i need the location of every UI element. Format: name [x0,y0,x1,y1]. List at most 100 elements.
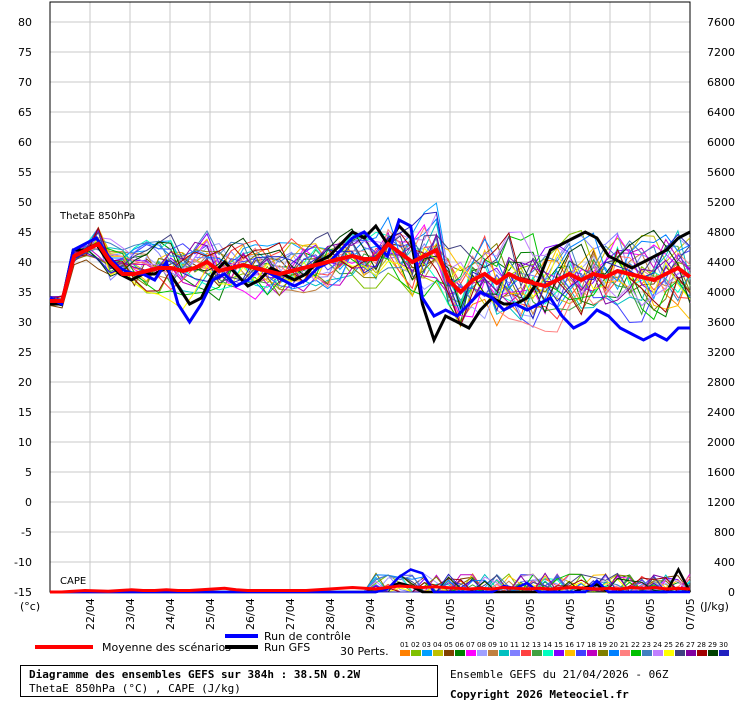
right-tick-label: 800 [714,526,735,539]
member-legend-swatch [554,650,564,656]
x-tick-label: 29/04 [364,598,377,630]
right-tick-label: 0 [728,586,735,599]
footer-subtitle: ThetaE 850hPa (°C) , CAPE (J/kg) [29,682,241,695]
x-tick-label: 05/05 [604,598,617,630]
right-tick-label: 400 [714,556,735,569]
right-tick-label: 4400 [707,256,735,269]
member-legend-number: 09 [488,641,497,649]
member-legend-swatch [532,650,542,656]
member-legend-number: 08 [477,641,486,649]
legend-control-label: Run de contrôle [264,630,351,643]
left-tick-label: 25 [18,346,32,359]
member-legend-swatch [400,650,410,656]
member-legend-number: 03 [422,641,431,649]
right-tick-label: 3600 [707,316,735,329]
member-legend-number: 07 [466,641,475,649]
left-tick-label: 10 [18,436,32,449]
left-tick-label: 75 [18,46,32,59]
member-legend-number: 02 [411,641,420,649]
member-line [49,232,691,321]
member-legend-swatch [477,650,487,656]
left-tick-label: -15 [14,586,32,599]
members-label: 30 Perts. [340,645,389,658]
member-legend-number: 27 [686,641,695,649]
thetae-panel-label: ThetaE 850hPa [59,211,135,222]
footer-right-info: Ensemble GEFS du 21/04/2026 - 06Z Copyri… [450,665,669,705]
right-tick-label: 4000 [707,286,735,299]
member-legend: 01 02 03 04 05 06 07 08 09 10 11 12 13 14 15 16 17 18 19 20… [400,641,729,656]
right-axis-ticks: 7600720068006400600056005200480044004000… [707,16,735,599]
legend-mean-label: Moyenne des scénarios [102,641,231,654]
left-tick-label: 35 [18,286,32,299]
right-tick-label: 6000 [707,136,735,149]
member-line [49,229,691,307]
x-tick-label: 28/04 [324,598,337,630]
main-series-lines [49,217,692,345]
member-line [49,232,691,306]
member-legend-number: 20 [609,641,618,649]
member-legend-number: 22 [631,641,640,649]
member-legend-swatch [620,650,630,656]
left-tick-label: 65 [18,106,32,119]
member-line [49,211,691,307]
right-tick-label: 5200 [707,196,735,209]
member-legend-number: 12 [521,641,530,649]
right-tick-label: 7600 [707,16,735,29]
member-legend-number: 17 [576,641,585,649]
left-tick-label: 50 [18,196,32,209]
left-tick-label: -5 [21,526,32,539]
x-axis-ticks: 22/04 23/04 24/04 25/04 26/04 27/04 28/04 29/04… [84,598,697,630]
member-legend-number: 01 [400,641,409,649]
left-tick-label: -10 [14,556,32,569]
x-tick-label: 26/04 [244,598,257,630]
member-legend-swatch [587,650,597,656]
right-tick-label: 3200 [707,346,735,359]
member-legend-number: 15 [554,641,563,649]
left-tick-label: 40 [18,256,32,269]
right-axis-unit: (J/kg) [700,600,729,613]
x-tick-label: 25/04 [204,598,217,630]
x-tick-label: 02/05 [484,598,497,630]
member-legend-number: 05 [444,641,453,649]
left-tick-label: 55 [18,166,32,179]
member-legend-swatch [675,650,685,656]
x-tick-label: 24/04 [164,598,177,630]
series-line-2 [50,223,691,345]
left-tick-label: 70 [18,76,32,89]
left-axis-unit: (°c) [20,600,40,613]
legend-gfs-label: Run GFS [264,641,310,654]
member-legend-number: 26 [675,641,684,649]
cape-series-line-0 [50,584,691,594]
right-tick-label: 2000 [707,436,735,449]
member-legend-swatch [686,650,696,656]
member-legend-number: 10 [499,641,508,649]
cape-lines [50,566,692,594]
left-tick-label: 45 [18,226,32,239]
right-tick-label: 4800 [707,226,735,239]
x-tick-label: 30/04 [404,598,417,630]
right-tick-label: 5600 [707,166,735,179]
right-tick-label: 7200 [707,46,735,59]
x-tick-label: 04/05 [564,598,577,630]
series-line-0 [50,241,692,303]
left-tick-label: 20 [18,376,32,389]
x-tick-label: 01/05 [444,598,457,630]
x-tick-label: 03/05 [524,598,537,630]
member-legend-swatch [653,650,663,656]
right-tick-label: 6400 [707,106,735,119]
member-legend-swatch [697,650,707,656]
left-tick-label: 80 [18,16,32,29]
member-line [49,236,691,316]
member-legend-swatch [642,650,652,656]
x-tick-label: 27/04 [284,598,297,630]
member-legend-swatch [422,650,432,656]
member-legend-swatch [433,650,443,656]
member-legend-swatch [631,650,641,656]
member-legend-swatch [444,650,454,656]
right-tick-label: 1200 [707,496,735,509]
right-tick-label: 1600 [707,466,735,479]
member-legend-number: 24 [653,641,662,649]
member-legend-swatch [708,650,718,656]
